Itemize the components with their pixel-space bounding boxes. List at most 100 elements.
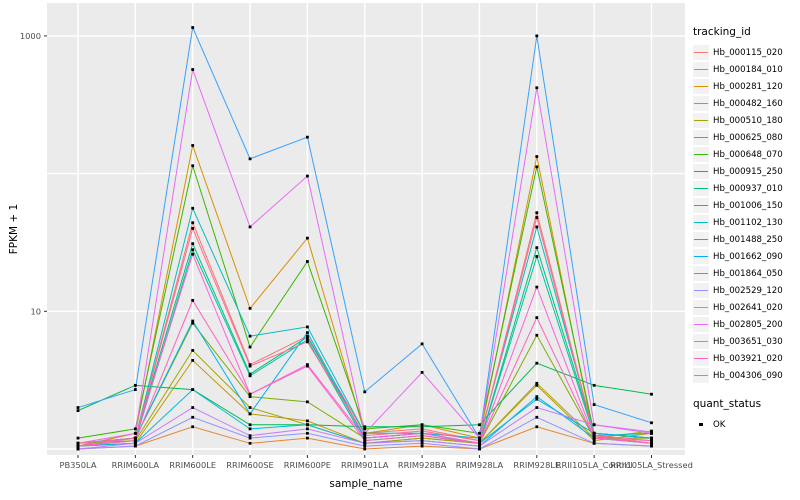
data-point	[650, 421, 653, 425]
data-point	[76, 409, 80, 413]
data-point	[478, 441, 481, 445]
data-point	[535, 381, 539, 385]
data-point	[535, 395, 539, 399]
data-point	[420, 431, 424, 435]
data-point	[248, 225, 252, 229]
data-point	[535, 216, 539, 219]
data-point	[363, 434, 367, 438]
data-point	[650, 439, 653, 443]
legend-tracking-id-items: Hb_000115_020 Hb_000184_010 Hb_000281_120 H…	[693, 44, 798, 384]
data-point	[592, 423, 596, 427]
legend-line-key	[693, 283, 709, 298]
legend-item-Hb_001662_090: Hb_001662_090	[693, 248, 798, 265]
data-point	[306, 363, 309, 367]
data-point	[535, 316, 539, 320]
legend-item-label: Hb_001662_090	[713, 251, 783, 262]
legend-line-key	[693, 198, 709, 213]
data-point	[478, 431, 481, 435]
data-point	[650, 431, 653, 435]
legend-line-key	[693, 300, 709, 315]
legend-item-Hb_000915_250: Hb_000915_250	[693, 163, 798, 180]
data-point	[535, 155, 539, 158]
data-point	[363, 425, 367, 429]
data-point	[650, 441, 653, 445]
legend-item-Hb_000281_120: Hb_000281_120	[693, 78, 798, 95]
legend-item-Hb_003921_020: Hb_003921_020	[693, 350, 798, 367]
data-point	[248, 363, 252, 367]
legend-title-quant-status: quant_status	[693, 398, 762, 410]
data-point	[592, 431, 596, 435]
data-point	[478, 444, 481, 448]
legend-item-label: Hb_002641_020	[713, 302, 783, 313]
data-point	[592, 441, 596, 445]
data-point	[650, 392, 653, 396]
data-point	[363, 431, 367, 435]
legend-item-label: Hb_001488_250	[713, 234, 783, 245]
x-tick-label: RRIM901LA	[341, 460, 389, 470]
data-point	[191, 406, 195, 409]
data-point	[306, 338, 309, 342]
data-point	[535, 406, 539, 409]
legend-item-Hb_000115_020: Hb_000115_020	[693, 44, 798, 61]
data-point	[248, 423, 252, 427]
legend-item-label: Hb_003651_030	[713, 336, 783, 347]
legend-item-label: Hb_000625_080	[713, 132, 783, 143]
x-tick-label: RRIM928LE	[513, 460, 560, 470]
data-point	[248, 412, 252, 416]
data-point	[650, 444, 653, 448]
legend-item-label: Hb_000648_070	[713, 149, 783, 160]
data-point	[420, 427, 424, 431]
data-point	[420, 370, 424, 374]
data-point	[191, 221, 195, 225]
data-point	[191, 319, 195, 323]
data-point	[478, 447, 481, 451]
data-point	[535, 34, 539, 38]
data-point	[248, 345, 252, 349]
data-point	[592, 403, 596, 407]
data-point	[133, 441, 137, 445]
data-point	[133, 431, 137, 435]
x-tick-label: RRIM600SE	[226, 460, 273, 470]
data-point	[420, 342, 424, 346]
data-point	[592, 434, 596, 438]
legend-line-key	[693, 351, 709, 366]
legend-item-label: Hb_000281_120	[713, 81, 783, 92]
legend-item-Hb_004306_090: Hb_004306_090	[693, 367, 798, 384]
data-point	[306, 364, 309, 368]
data-point	[248, 434, 252, 438]
legend-item-label: Hb_000510_180	[713, 115, 783, 126]
data-points	[76, 26, 653, 451]
data-point	[248, 157, 252, 161]
data-point	[248, 427, 252, 431]
gridlines	[47, 3, 685, 455]
legend-item-label: OK	[713, 419, 726, 430]
data-point	[363, 444, 367, 448]
x-tick-label: RRIM600LA	[112, 460, 160, 470]
axes: PB350LA RRIM600LA RRIM600LE RRIM600SE RRIM60…	[20, 31, 693, 470]
data-point	[248, 374, 252, 378]
data-point	[535, 225, 539, 229]
legend-line-key	[693, 45, 709, 60]
data-point	[191, 248, 195, 252]
legend-line-key	[693, 79, 709, 94]
data-point	[306, 436, 309, 440]
legend-item-Hb_000184_010: Hb_000184_010	[693, 61, 798, 78]
x-tick-label: RRIM928LA	[456, 460, 504, 470]
data-point	[248, 436, 252, 440]
data-point	[420, 436, 424, 440]
legend-item-Hb_000648_070: Hb_000648_070	[693, 146, 798, 163]
data-point	[363, 390, 367, 394]
legend-line-key	[693, 62, 709, 77]
y-tick-label: 1000	[20, 31, 41, 41]
data-point	[191, 252, 195, 256]
legend-item-Hb_001488_250: Hb_001488_250	[693, 231, 798, 248]
legend-item-Hb_001864_050: Hb_001864_050	[693, 265, 798, 282]
data-point	[535, 361, 539, 365]
data-point	[535, 415, 539, 419]
data-point	[248, 406, 252, 409]
legend-item-Hb_000625_080: Hb_000625_080	[693, 129, 798, 146]
data-point	[191, 26, 195, 29]
data-point	[191, 321, 195, 325]
